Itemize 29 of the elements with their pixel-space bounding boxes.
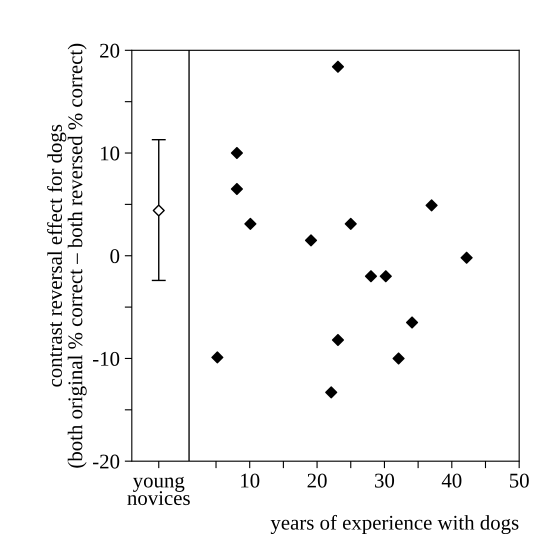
y-tick-label: -20 <box>93 454 120 469</box>
x-tick-label: 50 <box>510 474 529 488</box>
point <box>152 204 165 217</box>
point <box>460 252 473 264</box>
point <box>406 316 418 329</box>
y-axis-title: contrast reversal effect for dogs (both original % correct – both reversed % correct) <box>47 44 87 468</box>
point <box>332 60 344 73</box>
point <box>230 146 243 160</box>
x-tick-label: 20 <box>308 474 327 488</box>
y-tick-label: 20 <box>100 44 120 58</box>
x-tick-label: 40 <box>442 474 462 488</box>
x-tick-label: young novices <box>127 476 190 506</box>
y-tick-label: 0 <box>110 249 120 264</box>
x-tick-label: 10 <box>241 474 260 488</box>
point <box>304 234 318 246</box>
point <box>332 334 344 346</box>
y-tick-label: -10 <box>93 352 120 366</box>
point <box>325 386 338 398</box>
point <box>211 351 224 364</box>
y-tick-label: 10 <box>101 146 120 160</box>
point <box>380 270 392 282</box>
point <box>344 218 357 230</box>
point <box>244 218 256 230</box>
point <box>364 270 378 282</box>
point <box>230 182 243 196</box>
point <box>392 352 405 365</box>
x-axis-title: years of experience with dogs <box>270 514 518 534</box>
x-tick-label: 30 <box>375 474 394 488</box>
point <box>426 199 438 212</box>
